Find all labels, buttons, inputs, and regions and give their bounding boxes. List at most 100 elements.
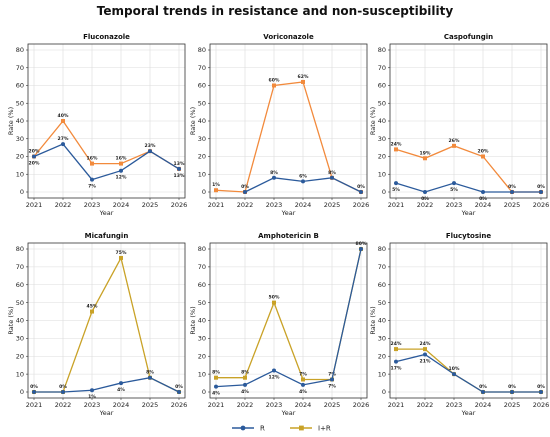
- data-label: 5%: [450, 187, 458, 193]
- data-point-r: [90, 177, 94, 182]
- y-tick-label: 40: [378, 317, 386, 325]
- x-tick-label: 2021: [26, 201, 43, 209]
- data-label: 4%: [117, 387, 125, 393]
- x-tick-label: 2024: [295, 201, 312, 209]
- x-tick-label: 2026: [353, 201, 370, 209]
- panel-title: Flucytosine: [446, 232, 492, 240]
- y-tick-label: 60: [198, 281, 206, 289]
- data-point-r: [452, 181, 456, 186]
- data-label: 8%: [241, 370, 249, 376]
- data-point-r: [394, 359, 398, 364]
- data-label: 0%: [175, 384, 183, 390]
- series-line-ir: [395, 145, 541, 193]
- data-point-r: [61, 142, 65, 147]
- data-point-ir: [119, 255, 123, 260]
- data-label: 17%: [391, 366, 402, 372]
- y-tick-label: 60: [16, 82, 24, 90]
- x-tick-label: 2026: [171, 201, 188, 209]
- x-axis-label: Year: [461, 409, 476, 417]
- y-axis-label: Rate (%): [369, 306, 377, 334]
- data-point-r: [510, 390, 514, 394]
- data-label: 0%: [357, 184, 365, 190]
- data-label: 7%: [328, 383, 336, 389]
- data-point-r: [119, 381, 123, 386]
- data-point-ir: [423, 156, 427, 161]
- data-label: 75%: [116, 250, 127, 256]
- data-point-r: [214, 384, 218, 389]
- y-tick-label: 0: [382, 188, 386, 196]
- data-label: 4%: [299, 389, 307, 395]
- y-tick-label: 0: [382, 388, 386, 396]
- data-label: 21%: [420, 358, 431, 364]
- x-axis-label: Year: [99, 409, 114, 417]
- data-point-ir: [452, 143, 456, 148]
- y-axis-label: Rate (%): [7, 107, 15, 135]
- y-tick-label: 60: [16, 281, 24, 289]
- panel-title: Fluconazole: [83, 33, 130, 41]
- panel-title: Amphotericin B: [258, 232, 319, 240]
- data-label: 24%: [420, 341, 431, 347]
- data-point-r: [481, 390, 485, 394]
- data-point-r: [148, 149, 152, 154]
- x-axis-label: Year: [281, 209, 296, 217]
- data-label: 45%: [87, 304, 98, 310]
- panel-micafungin: Micafungin 0 10 20 30 40 50 60 70 80 2021 2022 2023 2…: [7, 232, 187, 417]
- panel-caspofungin: Caspofungin 0 10 20 30 40 50 60 70 80 2021 2022 2023…: [369, 33, 549, 217]
- y-tick-label: 30: [198, 335, 206, 343]
- y-tick-label: 80: [16, 245, 24, 253]
- data-point-r: [61, 390, 65, 394]
- panel-voriconazole: Voriconazole 0 10 20 30 40 50 60 70 80 2021 2022 202…: [189, 33, 369, 217]
- data-label: 19%: [420, 150, 431, 156]
- y-tick-label: 50: [198, 99, 206, 107]
- x-axis-label: Year: [461, 209, 476, 217]
- data-point-ir: [61, 119, 65, 123]
- data-point-r: [272, 368, 276, 373]
- data-label: 16%: [116, 156, 127, 162]
- series-line-r: [395, 353, 541, 393]
- x-tick-label: 2026: [171, 401, 188, 409]
- y-tick-label: 20: [16, 352, 24, 360]
- data-label: 8%: [212, 370, 220, 376]
- series-line-r: [33, 143, 180, 181]
- y-tick-label: 50: [198, 299, 206, 307]
- data-label: 0%: [508, 384, 516, 390]
- data-label: 40%: [58, 113, 69, 119]
- y-tick-label: 20: [16, 153, 24, 161]
- x-tick-label: 2024: [475, 401, 492, 409]
- legend-label: I+R: [318, 425, 331, 433]
- data-label: 0%: [479, 384, 487, 390]
- y-tick-label: 0: [202, 388, 206, 396]
- y-tick-label: 40: [16, 117, 24, 125]
- x-tick-label: 2022: [55, 201, 72, 209]
- x-tick-label: 2023: [84, 201, 101, 209]
- data-label: 0%: [537, 384, 545, 390]
- data-point-ir: [423, 347, 427, 352]
- data-label: 1%: [88, 394, 96, 400]
- data-label: 4%: [241, 389, 249, 395]
- data-point-ir: [481, 154, 485, 159]
- x-tick-label: 2021: [208, 401, 225, 409]
- data-label: 0%: [508, 184, 516, 190]
- y-tick-label: 80: [378, 46, 386, 54]
- x-tick-label: 2025: [324, 401, 341, 409]
- data-point-r: [481, 190, 485, 194]
- data-label: 7%: [88, 184, 96, 190]
- x-tick-label: 2021: [208, 201, 225, 209]
- x-tick-label: 2022: [237, 201, 254, 209]
- data-label: 5%: [392, 187, 400, 193]
- data-label: 16%: [87, 156, 98, 162]
- data-label: 12%: [116, 175, 127, 181]
- data-label: 0%: [421, 196, 429, 202]
- y-tick-label: 10: [16, 170, 24, 178]
- y-tick-label: 10: [198, 370, 206, 378]
- data-label: 6%: [299, 173, 307, 179]
- legend-label: R: [260, 425, 265, 433]
- data-point-ir: [272, 300, 276, 305]
- y-tick-label: 40: [198, 117, 206, 125]
- data-point-r: [148, 375, 152, 380]
- data-point-r: [243, 382, 247, 387]
- x-tick-label: 2023: [446, 201, 463, 209]
- y-tick-label: 60: [378, 82, 386, 90]
- data-label: 24%: [391, 141, 402, 147]
